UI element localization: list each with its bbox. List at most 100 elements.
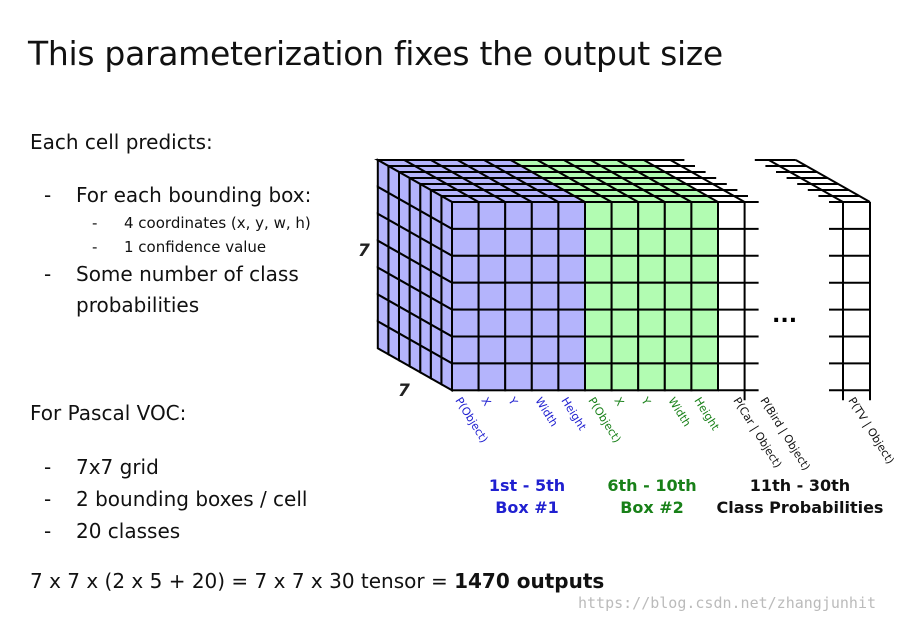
group-label: Class Probabilities <box>717 498 884 517</box>
formula-text: 7 x 7 x (2 x 5 + 20) = 7 x 7 x 30 tensor… <box>30 569 448 593</box>
item-text: For each bounding box: <box>76 183 312 207</box>
column-label: Y <box>638 394 653 408</box>
front-cell <box>637 254 666 284</box>
intro: Each cell predicts: <box>30 130 213 154</box>
list-item: 7x7 grid <box>30 451 307 483</box>
column-label: Height <box>558 395 589 433</box>
front-cell <box>530 227 560 257</box>
voc-heading: For Pascal VOC: <box>30 401 187 425</box>
front-cell <box>663 281 693 311</box>
side-cell <box>387 325 400 363</box>
front-cell <box>637 201 666 230</box>
sub-item: 1 confidence value <box>30 235 360 259</box>
front-cell <box>690 308 720 338</box>
list-item: 2 bounding boxes / cell <box>30 483 307 515</box>
side-cell <box>440 355 453 393</box>
front-cell <box>557 281 587 311</box>
front-cell <box>504 254 533 284</box>
front-cell <box>584 362 613 392</box>
front-cell <box>610 335 640 365</box>
grid-line <box>795 159 871 203</box>
front-cell <box>451 254 480 284</box>
front-cell <box>477 362 507 392</box>
group-label: 1st - 5th <box>489 476 565 495</box>
front-cell <box>451 335 480 365</box>
front-cell <box>663 362 693 392</box>
front-cell <box>530 254 560 284</box>
front-cell <box>663 201 693 230</box>
side-cell <box>376 319 390 357</box>
front-cell <box>477 254 507 284</box>
front-cell <box>530 362 560 392</box>
column-label: X <box>478 395 493 409</box>
front-cell <box>557 362 587 392</box>
front-cell <box>477 201 507 230</box>
front-cell <box>530 335 560 365</box>
side-cell <box>419 343 432 381</box>
column-label: X <box>611 395 626 409</box>
list-item: For each bounding box: 4 coordinates (x,… <box>30 180 360 259</box>
front-cell <box>610 281 640 311</box>
front-cell <box>690 362 720 392</box>
front-cell <box>504 335 533 365</box>
front-cell <box>584 201 613 230</box>
front-cell <box>584 335 613 365</box>
front-cell <box>504 227 533 257</box>
front-cell <box>663 335 693 365</box>
front-cell <box>637 362 666 392</box>
depth-label: 7 <box>398 381 410 401</box>
front-cell <box>584 254 613 284</box>
front-cell <box>451 281 480 311</box>
group-label: 6th - 10th <box>607 476 696 495</box>
watermark: https://blog.csdn.net/zhangjunhit <box>578 594 877 612</box>
front-cell <box>637 227 666 257</box>
height-label: 7 <box>358 241 370 261</box>
list-item: Some number of class probabilities <box>30 259 326 321</box>
front-cell <box>477 227 507 257</box>
front-cell <box>610 201 640 230</box>
formula: 7 x 7 x (2 x 5 + 20) = 7 x 7 x 30 tensor… <box>30 569 604 593</box>
group-label: Box #2 <box>620 498 684 517</box>
front-cell <box>610 362 640 392</box>
slide-title: This parameterization fixes the output s… <box>28 34 723 73</box>
sub-list: 4 coordinates (x, y, w, h) 1 confidence … <box>76 211 360 259</box>
front-cell <box>663 227 693 257</box>
front-cell <box>557 227 587 257</box>
front-cell <box>663 308 693 338</box>
list-item: 20 classes <box>30 515 307 547</box>
group-label: Box #1 <box>495 498 559 517</box>
front-cell <box>477 281 507 311</box>
front-cell <box>690 254 720 284</box>
front-cell <box>690 201 720 230</box>
front-cell <box>504 308 533 338</box>
column-label: P(TV | Object) <box>845 395 896 466</box>
front-cell <box>530 201 560 230</box>
front-cell <box>451 227 480 257</box>
front-cell <box>557 335 587 365</box>
front-cell <box>504 362 533 392</box>
front-cell <box>637 281 666 311</box>
grid-line <box>768 159 844 203</box>
column-label: Width <box>532 395 560 429</box>
front-cell <box>584 308 613 338</box>
front-cell <box>451 362 480 392</box>
front-cell <box>530 308 560 338</box>
front-cell <box>690 335 720 365</box>
front-cell <box>451 308 480 338</box>
column-label: Height <box>691 395 722 433</box>
front-cell <box>504 201 533 230</box>
front-cell <box>557 201 587 230</box>
side-cell <box>429 349 443 387</box>
front-cell <box>477 335 507 365</box>
side-cell <box>408 337 422 375</box>
column-label: Width <box>665 395 693 429</box>
cell-list: For each bounding box: 4 coordinates (x,… <box>30 180 360 321</box>
front-cell <box>610 308 640 338</box>
group-label: 11th - 30th <box>750 476 850 495</box>
front-cell <box>584 227 613 257</box>
front-cell <box>584 281 613 311</box>
front-cell <box>557 254 587 284</box>
formula-result: 1470 outputs <box>454 569 605 593</box>
